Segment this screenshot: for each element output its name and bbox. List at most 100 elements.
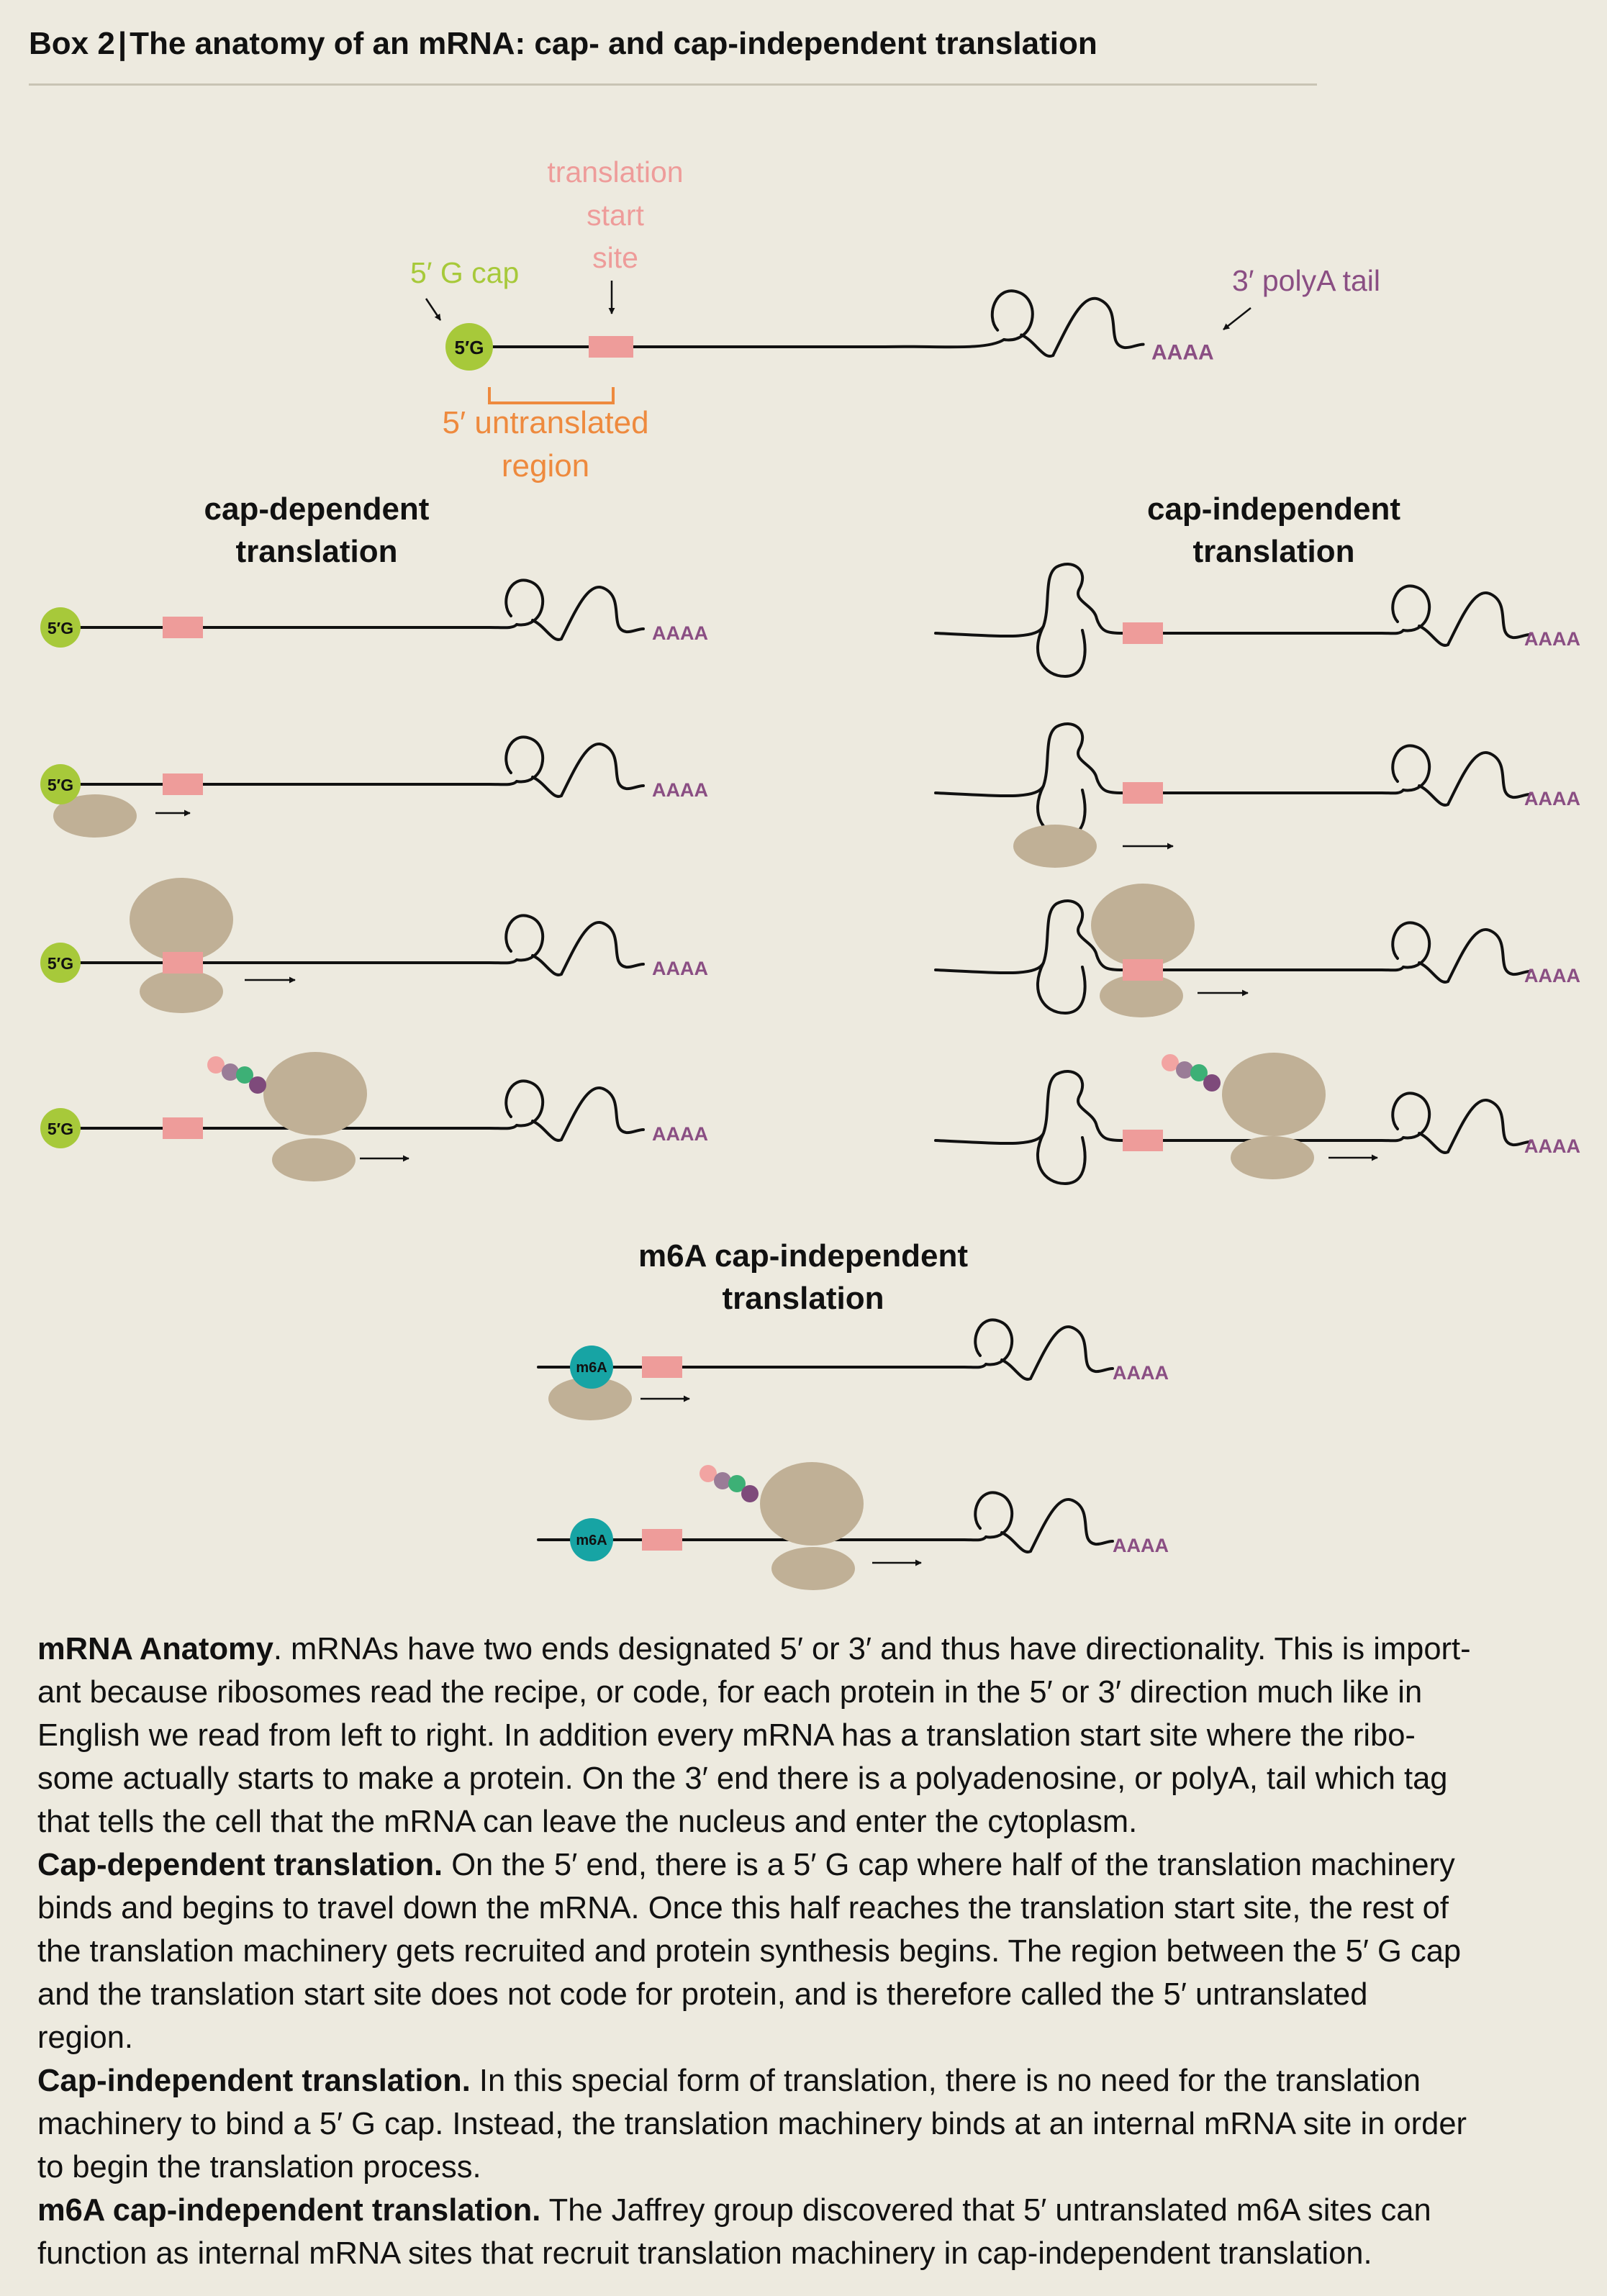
mrna-3prime-tail: [504, 578, 645, 640]
utr-label-line1: 5′ untranslated: [442, 405, 648, 440]
peptide-bead-icon: [741, 1485, 759, 1502]
cap-independent-title-line2: translation: [1193, 534, 1355, 569]
explanation-line: English we read from left to right. In a…: [37, 1718, 1416, 1753]
mrna-strand: [1121, 966, 1405, 972]
paragraph-heading: mRNA Anatomy: [37, 1632, 273, 1666]
explanation-line: to begin the translation process.: [37, 2150, 481, 2184]
internal-structure-loop: [934, 722, 1124, 838]
internal-structure-loop: [934, 899, 1124, 1015]
paragraph-heading: Cap-dependent translation.: [37, 1848, 443, 1882]
polya-tail-label: AAAA: [1524, 1135, 1580, 1157]
start-site-icon: [1123, 1130, 1163, 1151]
paragraph-line-rest: On the 5′ end, there is a 5′ G cap where…: [443, 1848, 1455, 1882]
mrna-3prime-tail: [504, 735, 645, 797]
explanation-line: m6A cap-independent translation. The Jaf…: [37, 2189, 1577, 2232]
mrna-strand: [59, 958, 518, 965]
cap-dependent-step-3: AAAA 5′G: [40, 878, 708, 1013]
cap-5g-icon: [40, 1108, 81, 1148]
header-divider: [29, 83, 1317, 86]
explanation-line: and the translation start site does not …: [37, 1977, 1368, 2012]
mrna-strand: [59, 1124, 518, 1130]
peptide-bead-icon: [1162, 1054, 1179, 1071]
peptide-bead-icon: [728, 1475, 746, 1492]
polya-tail-label: AAAA: [1524, 788, 1580, 809]
ribosome-subunit-icon: [548, 1377, 632, 1420]
peptide-bead-icon: [714, 1472, 731, 1489]
explanation-line: ant because ribosomes read the recipe, o…: [37, 1675, 1423, 1710]
ribosome-subunit-icon: [1013, 825, 1097, 868]
box-header: Box 2|The anatomy of an mRNA: cap- and c…: [29, 26, 1317, 62]
start-site-icon: [642, 1529, 682, 1551]
polya-tail-label: AAAA: [1524, 965, 1580, 986]
peptide-bead-icon: [222, 1063, 239, 1081]
polya-tail-label: AAAA: [1113, 1535, 1169, 1556]
cap-label: 5′ G cap: [410, 256, 519, 289]
polya-tail-label: AAAA: [1524, 628, 1580, 650]
start-site-icon: [589, 336, 633, 358]
polya-label: 3′ polyA tail: [1232, 264, 1380, 297]
mrna-3prime-tail: [504, 914, 645, 976]
paragraph-line-rest: The Jaffrey group discovered that 5′ unt…: [540, 2193, 1431, 2228]
mrna-diagram: AAAA 5′G 5′ G cap translation start site 3′ po…: [40, 155, 1580, 1590]
cap-5g-label: 5′G: [47, 619, 73, 637]
cap-5g-label: 5′G: [47, 954, 73, 973]
mrna-tail-connector: [531, 776, 563, 798]
mrna-tail-connector: [531, 954, 563, 976]
m6a-panel: AAAA m6A AAAA m6A: [537, 1318, 1169, 1590]
explanation-line: that tells the cell that the mRNA can le…: [37, 1805, 1138, 1839]
start-site-icon: [163, 952, 203, 974]
ribosome-subunit-icon: [1231, 1136, 1314, 1179]
peptide-bead-icon: [1190, 1064, 1208, 1081]
peptide-bead-icon: [207, 1056, 225, 1074]
m6a-title-line1: m6A cap-independent: [638, 1238, 968, 1274]
mrna-tail-connector: [531, 619, 563, 641]
polya-tail-label: AAAA: [1113, 1362, 1169, 1384]
box-label: Box 2: [29, 26, 115, 61]
polya-tail-label: AAAA: [652, 1123, 708, 1145]
start-site-icon: [1123, 782, 1163, 804]
utr-bracket: [488, 387, 615, 404]
ribosome-subunit-icon: [140, 970, 223, 1013]
ribosome-subunit-icon: [1222, 1053, 1326, 1136]
ribosome-subunit-icon: [130, 878, 233, 961]
cap-independent-step-2: AAAA: [934, 722, 1580, 868]
cap-dependent-step-2: AAAA 5′G: [40, 735, 708, 838]
explanation-line: Cap-dependent translation. On the 5′ end…: [37, 1843, 1577, 1887]
peptide-bead-icon: [236, 1066, 253, 1084]
cap-5g-label: 5′G: [47, 776, 73, 794]
cap-5g-icon: [40, 764, 81, 804]
start-site-icon: [163, 773, 203, 795]
explanation-paragraph: m6A cap-independent translation. The Jaf…: [37, 2189, 1577, 2275]
explanation-line: the translation machinery gets recruited…: [37, 1934, 1462, 1969]
mrna-3prime-tail: [1391, 744, 1531, 806]
start-site-icon: [1123, 959, 1163, 981]
m6a-marker-icon: [570, 1346, 613, 1389]
mrna-3prime-tail: [504, 1079, 645, 1141]
mrna-strand: [1121, 789, 1405, 795]
utr-label-line2: region: [502, 448, 589, 484]
ribosome-subunit-icon: [53, 794, 137, 838]
cap-dependent-panel: AAAA 5′G AAAA 5′G AAAA 5′G AAAA 5′G: [40, 578, 708, 1181]
paragraph-heading: m6A cap-independent translation.: [37, 2193, 541, 2228]
box-title: The anatomy of an mRNA: cap- and cap-ind…: [130, 26, 1097, 61]
explanation-line: function as internal mRNA sites that rec…: [37, 2236, 1372, 2271]
explanation-line: some actually starts to make a protein. …: [37, 1761, 1448, 1796]
explanation-text: mRNA Anatomy. mRNAs have two ends design…: [37, 1628, 1577, 2275]
polya-tail-label: AAAA: [652, 779, 708, 801]
internal-structure-loop: [934, 563, 1124, 678]
polya-tail-label: AAAA: [1151, 341, 1214, 365]
ribosome-subunit-icon: [1091, 884, 1195, 967]
explanation-line: region.: [37, 2020, 134, 2055]
mrna-tail-connector: [1418, 961, 1449, 984]
start-site-label-line3: site: [592, 241, 638, 274]
mrna-tail-connector: [1418, 625, 1449, 647]
cap-pointer-arrow: [425, 298, 442, 321]
cap-5g-label: 5′G: [47, 1120, 73, 1138]
ribosome-subunit-icon: [771, 1547, 855, 1590]
m6a-title-line2: translation: [723, 1281, 884, 1316]
start-site-label-line1: translation: [547, 155, 683, 189]
peptide-bead-icon: [1203, 1074, 1221, 1092]
mrna-tail-connector: [1020, 333, 1055, 358]
cap-5g-icon: [445, 323, 493, 371]
paragraph-line-rest: In this special form of translation, the…: [470, 2064, 1421, 2098]
